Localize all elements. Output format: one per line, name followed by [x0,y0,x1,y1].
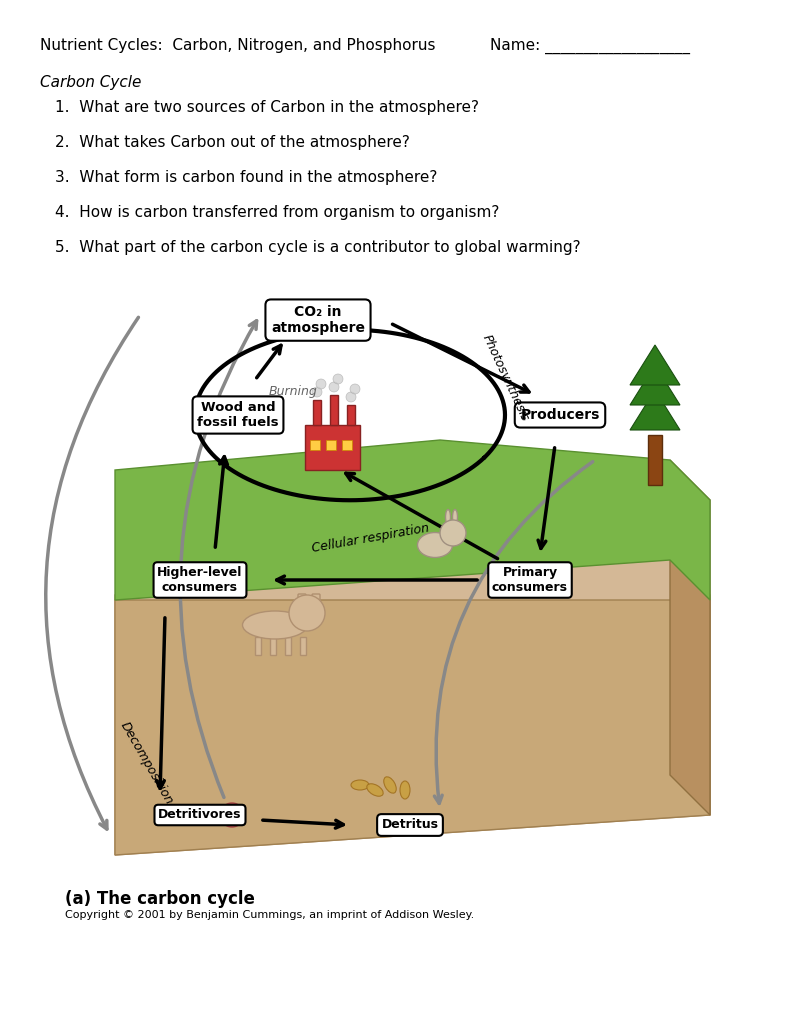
Bar [342,440,352,450]
Circle shape [312,387,322,397]
Text: Cellular respiration: Cellular respiration [310,522,430,555]
Polygon shape [670,460,710,815]
Bar [313,400,321,425]
Circle shape [333,374,343,384]
Polygon shape [115,600,710,855]
Circle shape [329,382,339,392]
Ellipse shape [452,510,457,524]
Bar [347,406,355,425]
Ellipse shape [351,780,369,790]
Bar [330,395,338,425]
Polygon shape [630,390,680,430]
Bar [648,435,662,485]
Ellipse shape [400,781,410,799]
Circle shape [316,379,326,389]
Polygon shape [115,555,710,855]
Text: Copyright © 2001 by Benjamin Cummings, an imprint of Addison Wesley.: Copyright © 2001 by Benjamin Cummings, a… [65,910,475,920]
Circle shape [346,392,356,402]
Text: 3.  What form is carbon found in the atmosphere?: 3. What form is carbon found in the atmo… [55,170,437,185]
Circle shape [440,520,466,546]
Ellipse shape [384,777,396,794]
Text: Photosynthesis: Photosynthesis [480,333,532,424]
Circle shape [289,595,325,631]
Text: Detritivores: Detritivores [158,809,242,821]
Text: Wood and
fossil fuels: Wood and fossil fuels [197,401,278,429]
Text: Decomposition: Decomposition [118,720,176,807]
Ellipse shape [445,510,451,524]
Text: Primary
consumers: Primary consumers [492,566,568,594]
Text: 2.  What takes Carbon out of the atmosphere?: 2. What takes Carbon out of the atmosphe… [55,135,410,150]
Bar [326,440,336,450]
Bar [270,637,276,655]
Bar [255,637,261,655]
Text: 4.  How is carbon transferred from organism to organism?: 4. How is carbon transferred from organi… [55,205,499,220]
Bar [305,425,360,470]
Bar [310,440,320,450]
Bar [285,637,291,655]
Polygon shape [115,440,710,600]
Ellipse shape [243,611,308,639]
Circle shape [350,384,360,394]
Text: 5.  What part of the carbon cycle is a contributor to global warming?: 5. What part of the carbon cycle is a co… [55,240,581,255]
FancyBboxPatch shape [312,594,320,608]
Text: (a) The carbon cycle: (a) The carbon cycle [65,890,255,908]
Text: Producers: Producers [520,408,600,422]
Polygon shape [630,345,680,385]
Text: 1.  What are two sources of Carbon in the atmosphere?: 1. What are two sources of Carbon in the… [55,100,479,115]
Text: Higher-level
consumers: Higher-level consumers [157,566,243,594]
Bar [300,637,306,655]
FancyBboxPatch shape [298,594,306,608]
Ellipse shape [367,783,383,797]
Text: Name: ___________________: Name: ___________________ [490,38,690,54]
Text: Nutrient Cycles:  Carbon, Nitrogen, and Phosphorus: Nutrient Cycles: Carbon, Nitrogen, and P… [40,38,436,53]
Ellipse shape [418,532,452,557]
Text: Detritus: Detritus [381,818,438,831]
Text: CO₂ in
atmosphere: CO₂ in atmosphere [271,305,365,335]
Polygon shape [630,365,680,406]
Circle shape [220,803,244,827]
Text: Carbon Cycle: Carbon Cycle [40,75,142,90]
Text: Burning: Burning [269,385,317,398]
